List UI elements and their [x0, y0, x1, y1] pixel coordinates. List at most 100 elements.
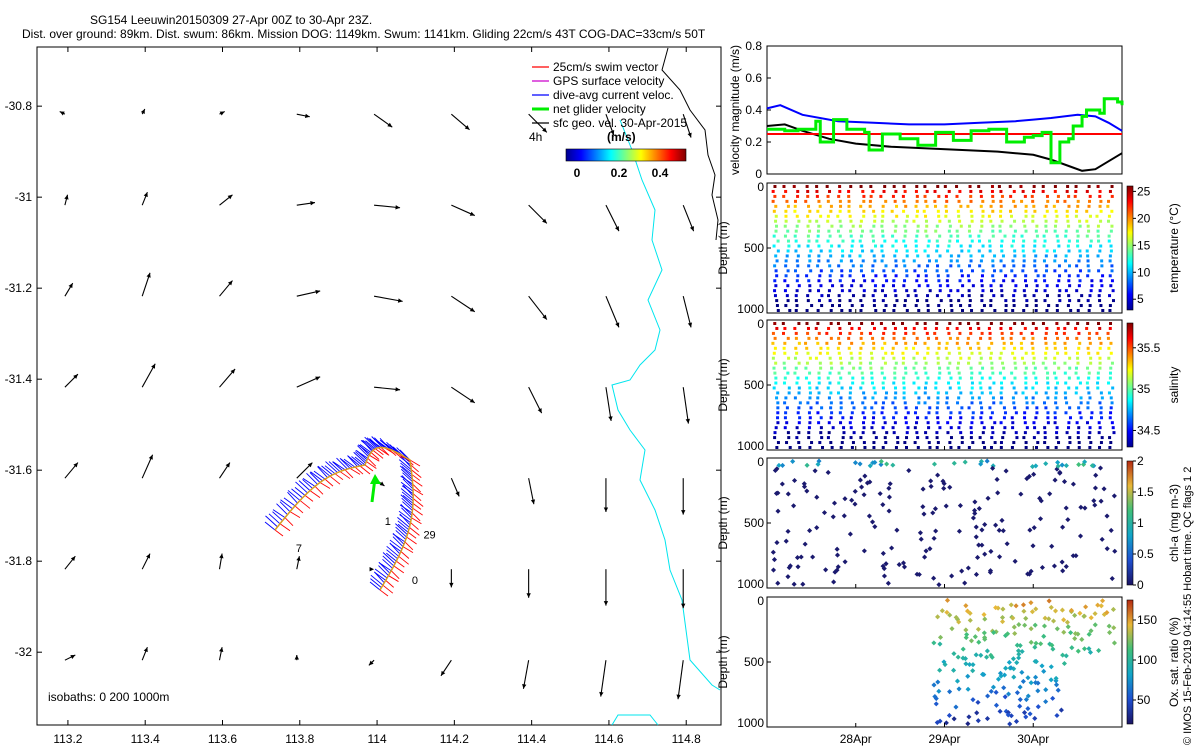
section-dot: [938, 234, 942, 238]
geo-vector-arrow: [64, 555, 76, 570]
section-dot: [859, 436, 863, 440]
section-dot: [796, 189, 800, 193]
section-dot: [946, 366, 950, 370]
section-dot: [904, 346, 908, 350]
section-dot: [979, 194, 983, 198]
section-dot: [1059, 607, 1065, 613]
swim-vector: [412, 493, 422, 502]
section-dot: [925, 331, 929, 335]
section-dot: [1079, 396, 1083, 400]
swim-vector: [412, 502, 422, 510]
swim-vector: [334, 473, 344, 481]
section-dot: [839, 204, 843, 208]
section-dot: [971, 441, 975, 445]
section-dot: [819, 214, 823, 218]
geo-vector-arrow: [59, 111, 66, 116]
section-dot: [1065, 517, 1071, 523]
section-dot: [960, 249, 964, 253]
section-dot: [848, 269, 852, 273]
section-dot: [936, 401, 940, 405]
section-dot: [979, 386, 983, 390]
section-dot: [1076, 234, 1080, 238]
section-dot: [946, 284, 950, 288]
section-dot: [999, 351, 1003, 355]
dac-vector: [371, 436, 383, 448]
section-dot: [987, 569, 993, 575]
section-dot: [946, 431, 950, 435]
section-dot: [880, 219, 884, 223]
section-dot: [785, 199, 789, 203]
map-xtick-label: 113.8: [285, 732, 314, 746]
section-dot: [914, 304, 918, 308]
section-dot: [991, 274, 995, 278]
dac-vector: [395, 526, 407, 538]
section-dot: [817, 254, 821, 258]
section-dot: [1011, 674, 1017, 680]
section-dot: [870, 406, 874, 410]
section-dot: [1025, 406, 1029, 410]
section-dot: [1077, 441, 1081, 445]
section-dot: [1098, 366, 1102, 370]
section-dot: [965, 565, 971, 571]
map-xtick-label: 114.4: [517, 732, 546, 746]
section-dot: [871, 294, 875, 298]
section-dot: [1055, 284, 1059, 288]
section-dot: [1073, 553, 1079, 559]
section-dot: [965, 721, 971, 727]
section-dot: [967, 617, 973, 623]
section-dot: [828, 234, 832, 238]
section-dot: [1108, 371, 1112, 375]
section-dot: [936, 356, 940, 360]
dac-vector: [386, 552, 397, 562]
section-dot: [981, 214, 985, 218]
section-dot: [839, 224, 843, 228]
section-dot: [1063, 199, 1067, 203]
section-dot: [924, 431, 928, 435]
section-dot: [797, 341, 801, 345]
section-dot: [978, 351, 982, 355]
section-dot: [1044, 391, 1048, 395]
section-dot: [1106, 219, 1110, 223]
section-dot: [956, 686, 962, 692]
section-dot: [991, 209, 995, 213]
section-dot: [1032, 644, 1038, 650]
section-dot: [826, 346, 830, 350]
section-dot: [1076, 309, 1080, 312]
section-dot: [912, 366, 916, 370]
geo-vector-arrow: [451, 386, 476, 404]
speed-colorbar: [565, 148, 687, 162]
section-dot: [860, 371, 864, 375]
section-dot: [816, 209, 820, 213]
section-dot: [933, 331, 937, 335]
section-dot: [1043, 441, 1047, 445]
section-dot: [1086, 386, 1090, 390]
geo-vector-arrow: [141, 191, 148, 206]
section-dot: [949, 426, 953, 430]
section-dot: [936, 416, 940, 420]
section-dot: [945, 199, 949, 203]
section-dot: [796, 194, 800, 198]
dac-vector: [339, 458, 351, 469]
section-dot: [849, 386, 853, 390]
section-dot: [828, 189, 832, 193]
section-dot: [1034, 299, 1038, 303]
section-dot: [1030, 341, 1034, 345]
section-dot: [894, 259, 898, 263]
velocity-ytick-label: 0.4: [745, 103, 762, 117]
section-dot: [1000, 294, 1004, 298]
section-dot: [1034, 416, 1038, 420]
section-dot: [1087, 351, 1091, 355]
section-dot: [1032, 622, 1038, 628]
section-dot: [1079, 416, 1083, 420]
section-dot: [1065, 189, 1069, 193]
section-dot: [978, 652, 984, 658]
section-dot: [1096, 254, 1100, 258]
swim-vector: [289, 511, 301, 519]
section-dot: [959, 244, 963, 248]
section-dot: [893, 289, 897, 293]
section-dot: [848, 331, 852, 335]
section-dot: [818, 361, 822, 365]
section-dot: [990, 411, 994, 415]
section-dot: [1035, 406, 1039, 410]
section-dot: [1025, 299, 1029, 303]
